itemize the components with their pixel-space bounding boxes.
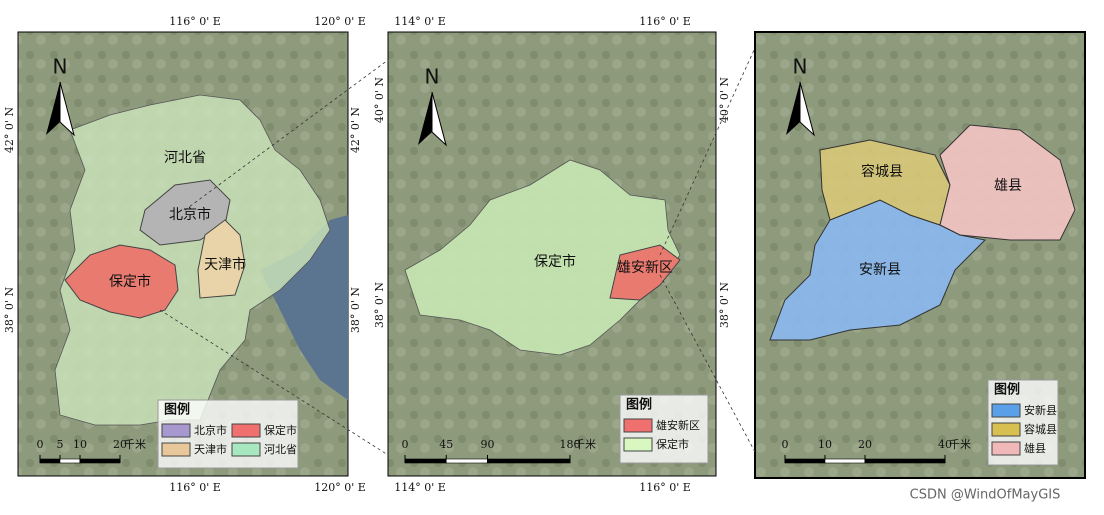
legend-title: 图例 [164,402,190,418]
scale-label: 90 [481,438,495,451]
scale-segment [79,458,121,464]
legend-label: 容城县 [1024,422,1057,436]
lon-label: 114° 0' E [394,15,446,28]
scale-unit: 千米 [574,438,596,451]
legend-swatch [161,442,191,457]
north-label: N [425,65,440,89]
region-label: 天津市 [204,256,246,273]
north-label: N [53,55,68,79]
north-arrow [46,82,60,135]
legend-swatch [231,423,261,438]
region-label: 河北省 [164,150,206,166]
legend-label: 天津市 [194,442,227,456]
scale-label: 0 [37,438,44,451]
scale-segment [784,458,826,464]
scale-label: 20 [858,438,872,451]
lat-label: 42° 0' N [3,107,16,154]
north-arrow [431,91,447,147]
lon-label: 116° 0' E [639,15,691,28]
region-label: 北京市 [169,206,211,223]
north-arrow [786,82,800,135]
xiongan [609,244,681,301]
scale-unit: 千米 [124,438,146,451]
lat-label: 38° 0' N [718,282,731,329]
scale-segment [39,458,61,464]
scale-label: 0 [782,438,789,451]
scale-unit: 千米 [949,438,971,451]
legend-title: 图例 [994,382,1020,398]
scale-label: 10 [73,438,87,451]
legend-swatch [231,442,261,457]
north-arrow [799,81,815,137]
scale-segment [487,458,571,464]
connectors [159,47,756,456]
legend-swatch [991,422,1021,437]
region-label: 容城县 [861,163,903,180]
legend-label: 北京市 [194,423,227,437]
legend-swatch [623,418,653,433]
legend-label: 安新县 [1024,403,1057,417]
legend-swatch [991,441,1021,456]
scale-label: 20 [113,438,127,451]
north-label: N [793,55,808,79]
legend-label: 保定市 [264,423,297,437]
lat-label: 40° 0' N [718,77,731,124]
lon-label: 114° 0' E [394,481,446,494]
region-label: 保定市 [534,253,576,270]
scale-segment [824,458,866,464]
xiong [939,124,1076,241]
legend-label: 雄县 [1024,441,1046,455]
legend-box [619,394,709,464]
lon-label: 116° 0' E [639,481,691,494]
scale-label: 5 [57,438,64,451]
scale-label: 10 [818,438,832,451]
region-label: 雄安新区 [617,260,673,276]
scale-segment [864,458,946,464]
region-label: 雄县 [994,178,1022,194]
scale-segment [445,458,488,464]
legend-label: 河北省 [264,443,297,456]
scale-segment [59,458,81,464]
legend-swatch [991,403,1021,418]
lat-label: 38° 0' N [3,287,16,334]
lon-label: 116° 0' E [169,15,221,28]
lat-label: 42° 0' N [349,107,362,154]
rongcheng [819,139,951,226]
legend-label: 保定市 [656,437,689,451]
lon-label: 120° 0' E [314,481,366,494]
baoding [404,159,681,356]
watermark: CSDN @WindOfMayGIS [910,488,1061,503]
scale-label: 40 [938,438,952,451]
legend-swatch [161,423,191,438]
legend-title: 图例 [626,397,652,413]
legend-swatch [623,437,653,452]
scale-label: 0 [402,438,409,451]
tianjin [197,219,246,299]
region-label: 安新县 [859,262,901,278]
lon-label: 120° 0' E [314,15,366,28]
lat-label: 40° 0' N [373,77,386,124]
hebei [54,94,331,426]
lon-label: 116° 0' E [169,481,221,494]
scale-label: 45 [439,438,453,451]
lat-label: 38° 0' N [349,287,362,334]
scale-label: 180 [560,438,581,451]
north-arrow [418,92,432,145]
lat-label: 38° 0' N [373,282,386,329]
legend-label: 雄安新区 [656,418,700,432]
region-label: 保定市 [109,273,151,290]
scale-segment [404,458,447,464]
baoding [64,244,179,319]
north-arrow [59,81,75,137]
